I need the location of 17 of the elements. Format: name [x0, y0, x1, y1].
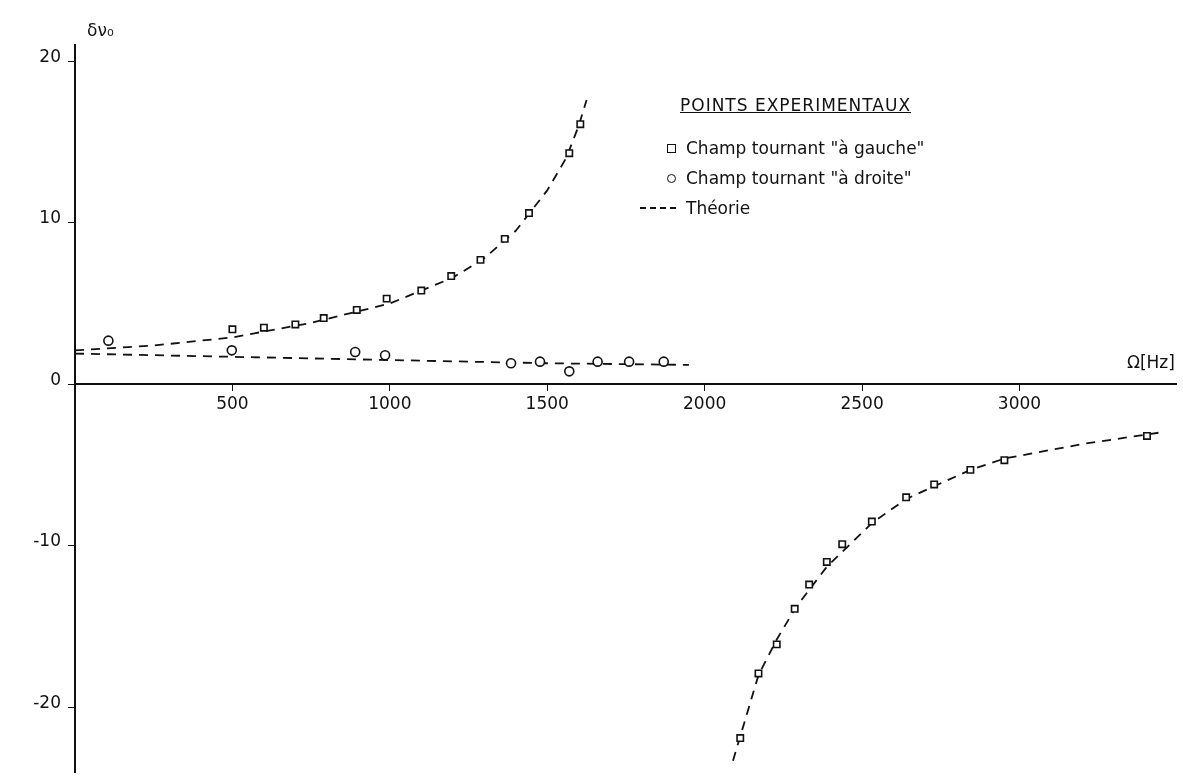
legend-title: POINTS EXPERIMENTAUX [680, 95, 913, 115]
y-axis-title: δν₀ [87, 19, 114, 40]
x-tick-label: 2500 [840, 392, 884, 413]
y-tick-label: 0 [50, 368, 61, 389]
x-tick-label: 1500 [525, 392, 569, 413]
x-tick-label: 3000 [997, 392, 1042, 413]
legend-label: Théorie [686, 198, 751, 218]
y-tick-label: -20 [33, 691, 61, 712]
x-axis-title: Ω[Hz] [1126, 352, 1175, 373]
y-tick-label: 10 [39, 207, 61, 228]
legend-label: Champ tournant "à droite" [686, 168, 912, 188]
x-tick-label: 1000 [368, 392, 412, 413]
legend-label: Champ tournant "à gauche" [686, 138, 925, 158]
y-tick-label: 20 [39, 45, 61, 66]
y-tick-label: -10 [33, 530, 61, 551]
x-tick-label: 2000 [683, 392, 727, 413]
x-tick-label: 500 [216, 392, 249, 413]
